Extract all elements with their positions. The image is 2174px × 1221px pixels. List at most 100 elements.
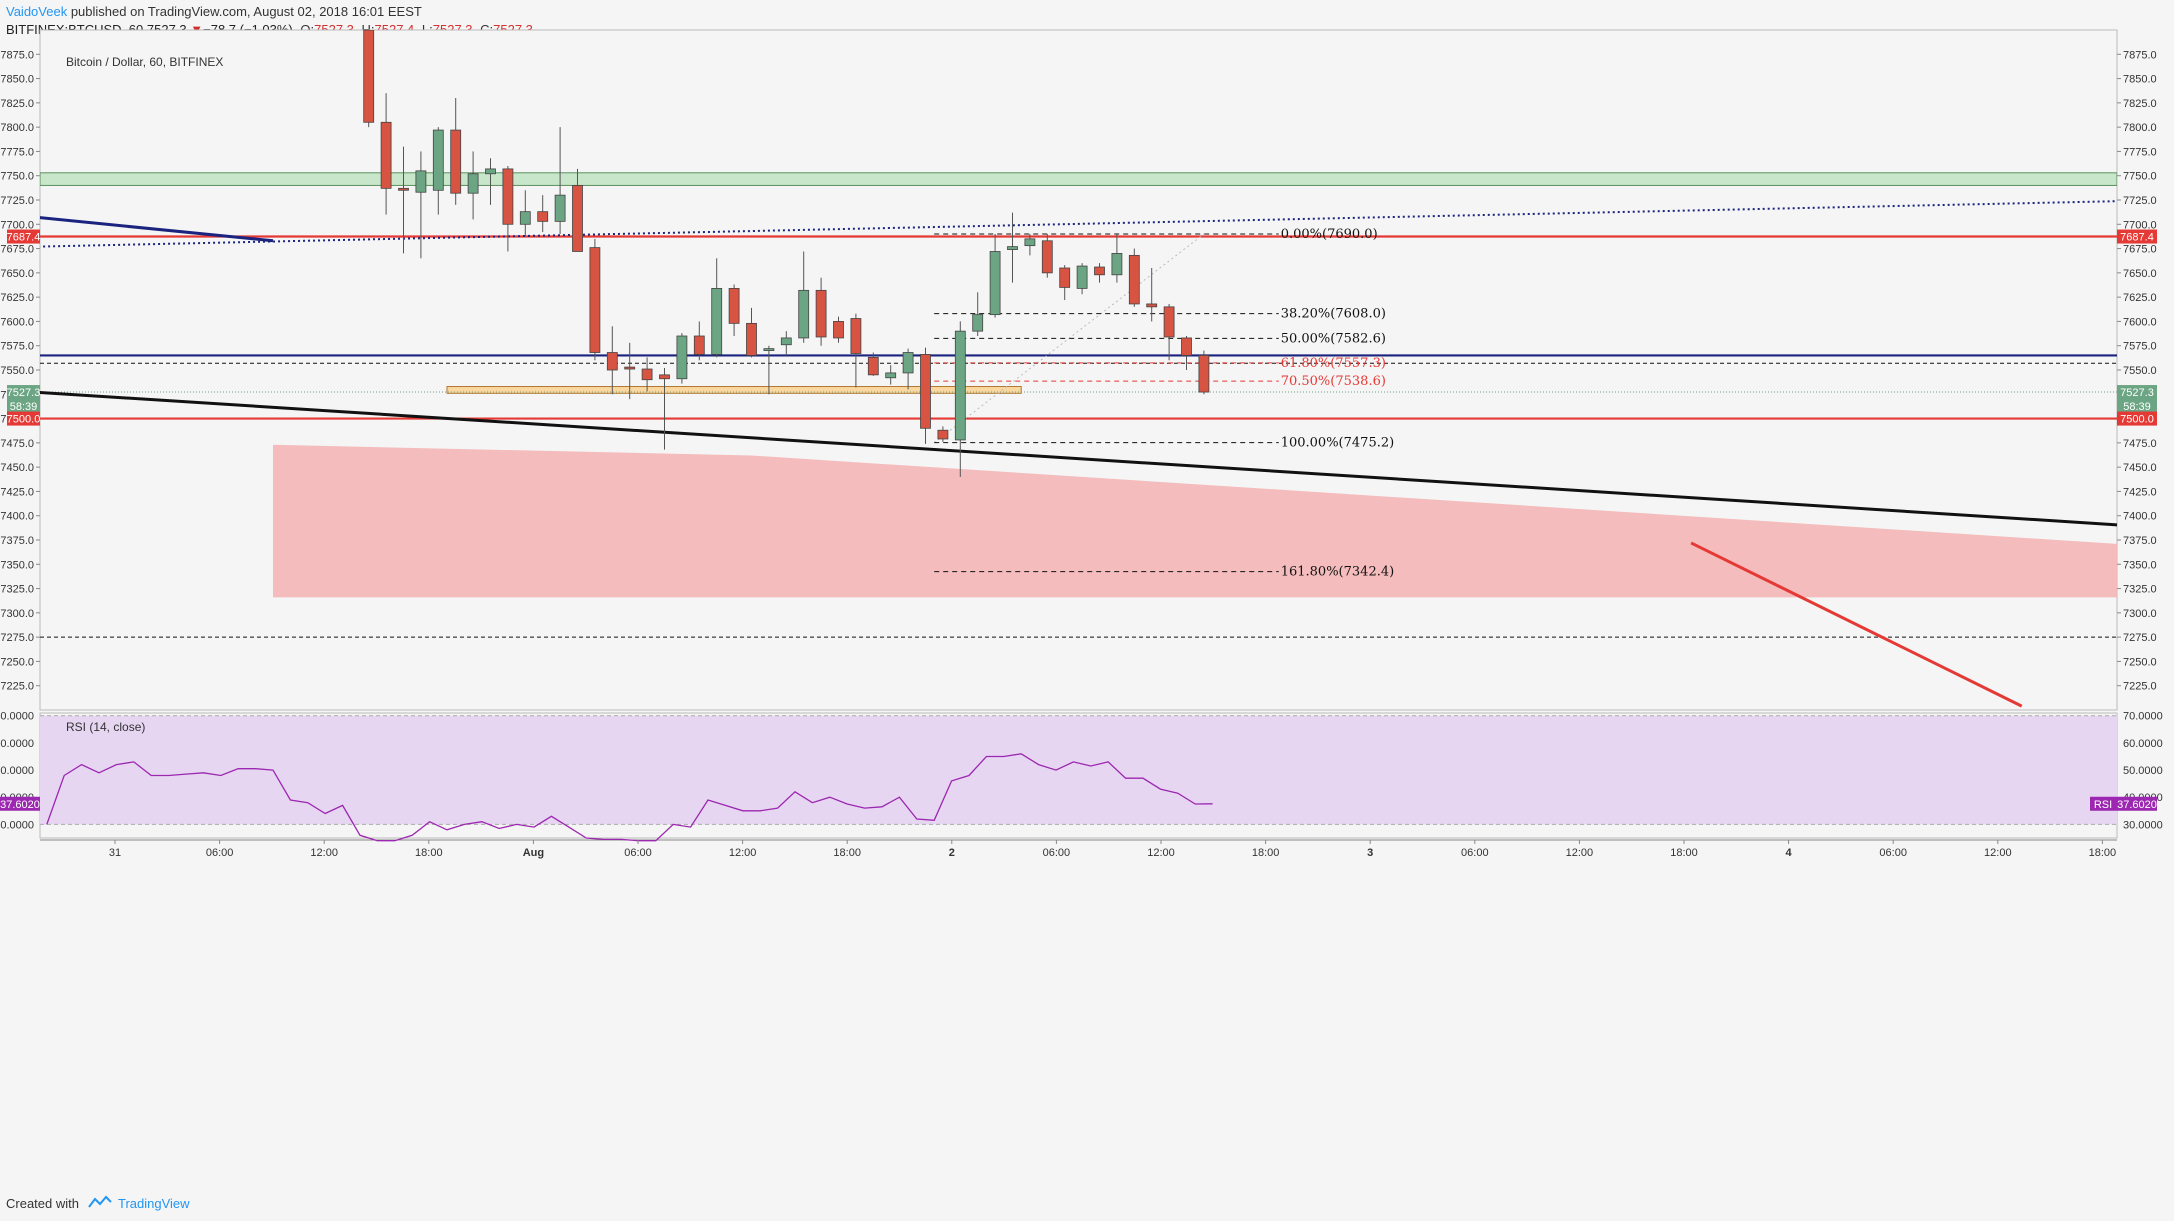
y-tick-right-1: 7850.0 [2123,74,2157,86]
candle-body-12 [572,185,583,252]
rsi-tick-left-1: 60.0000 [0,738,34,750]
trendline-0 [40,216,274,243]
tradingview-brand-link[interactable]: TradingView [118,1196,190,1211]
candle-body-36 [989,251,1001,316]
price-pane [39,29,2118,711]
candle-body-5 [450,129,462,194]
y-tick-right-10: 7625.0 [2123,292,2157,304]
price-label-left-2: 58:39 [10,401,38,413]
x-tick-6: 12:00 [729,847,757,859]
x-tick-17: 06:00 [1879,847,1907,859]
price-label-left-0: 7687.4 [7,232,41,244]
y-tick-left-21: 7350.0 [0,559,34,571]
candle-body-16 [641,368,653,381]
y-tick-right-24: 7275.0 [2123,632,2157,644]
y-tick-left-18: 7425.0 [0,486,34,498]
trendline-1 [40,200,2117,248]
fib-level-label-6: 161.80%(7342.4) [1281,565,1394,580]
price-label-left-1: 7527.3 [7,387,41,399]
y-tick-left-24: 7275.0 [0,632,34,644]
candle-body-33 [937,429,949,440]
footer: Created with TradingView [0,1186,2174,1221]
red-target-zone [273,444,2117,598]
price-chart[interactable]: 0.00%(7690.0) 38.20%(7608.0) 50.00%(7582.6… [0,0,2174,1186]
price-label-left-bg-1 [7,385,40,400]
price-label-right-bg-0 [2117,229,2157,244]
candle-body-44 [1128,254,1140,305]
candle-body-35 [972,314,984,332]
y-tick-left-25: 7250.0 [0,656,34,668]
candle-body-32 [920,354,931,429]
y-tick-right-7: 7700.0 [2123,219,2157,231]
y-tick-right-9: 7650.0 [2123,268,2157,280]
candle-body-30 [885,372,897,379]
y-tick-right-22: 7325.0 [2123,584,2157,596]
rsi-tick-left-2: 50.0000 [0,765,34,777]
fib-level-label-0: 0.00%(7690.0) [1281,227,1378,242]
y-tick-right-3: 7800.0 [2123,122,2157,134]
candle-body-1 [380,121,392,189]
y-tick-right-23: 7300.0 [2123,608,2157,620]
author-link[interactable]: VaidoVeek [6,4,68,19]
y-tick-right-6: 7725.0 [2123,195,2157,207]
candle-body-24 [780,337,792,346]
orange-support-zone [446,386,1022,394]
y-tick-left-16: 7475.0 [0,438,34,450]
candle-body-10 [537,211,549,222]
candle-body-20 [711,287,723,355]
candle-body-11 [554,194,566,222]
candle-body-9 [519,211,531,225]
fib-level-label-1: 38.20%(7608.0) [1281,307,1386,322]
y-tick-left-7: 7700.0 [0,219,34,231]
publish-info: VaidoVeek published on TradingView.com, … [6,4,422,19]
y-tick-left-5: 7750.0 [0,171,34,183]
candle-body-8 [502,168,514,225]
price-label-left-bg-3 [7,411,40,426]
trendline-3 [1690,541,2023,708]
candle-body-17 [659,374,670,380]
y-tick-right-13: 7550.0 [2123,365,2157,377]
x-tick-3: 18:00 [415,847,443,859]
y-tick-right-25: 7250.0 [2123,656,2157,668]
y-tick-left-26: 7225.0 [0,681,34,693]
candle-body-19 [693,335,705,355]
y-tick-right-4: 7775.0 [2123,146,2157,158]
y-tick-left-17: 7450.0 [0,462,34,474]
y-tick-left-8: 7675.0 [0,244,34,256]
x-tick-7: 18:00 [833,847,861,859]
candle-body-3 [415,170,427,193]
x-tick-9: 06:00 [1043,847,1071,859]
y-tick-left-0: 7875.0 [0,49,34,61]
price-label-right-0: 7687.4 [2120,232,2154,244]
x-tick-1: 06:00 [206,847,234,859]
candle-body-38 [1024,238,1036,247]
candle-body-13 [589,247,601,353]
candle-body-7 [485,168,496,175]
price-label-right-2: 58:39 [2123,401,2151,413]
x-tick-15: 18:00 [1670,847,1698,859]
y-tick-right-5: 7750.0 [2123,171,2157,183]
candle-body-46 [1163,306,1175,338]
fib-level-label-5: 100.00%(7475.2) [1281,436,1394,451]
y-tick-right-20: 7375.0 [2123,535,2157,547]
candle-body-0 [363,30,375,123]
y-tick-right-0: 7875.0 [2123,49,2157,61]
candle-body-21 [728,287,740,324]
fib-level-label-2: 50.00%(7582.6) [1281,331,1386,346]
price-label-right-bg-2 [2117,398,2157,413]
candle-body-47 [1181,337,1192,356]
fib-level-label-4: 70.50%(7538.6) [1281,374,1386,389]
y-tick-left-19: 7400.0 [0,511,34,523]
rsi-last-right-name: RSI [2094,799,2112,811]
price-label-right-bg-3 [2117,411,2157,426]
x-tick-10: 12:00 [1147,847,1175,859]
x-tick-18: 12:00 [1984,847,2012,859]
rsi-band [40,715,2117,825]
candle-body-29 [867,356,879,376]
x-tick-16: 4 [1786,847,1793,859]
created-with-text: Created with [6,1196,79,1211]
rsi-tick-right-1: 60.0000 [2123,738,2163,750]
fib-trend-line [933,233,1205,444]
x-tick-12: 3 [1367,847,1373,859]
x-tick-14: 12:00 [1566,847,1594,859]
